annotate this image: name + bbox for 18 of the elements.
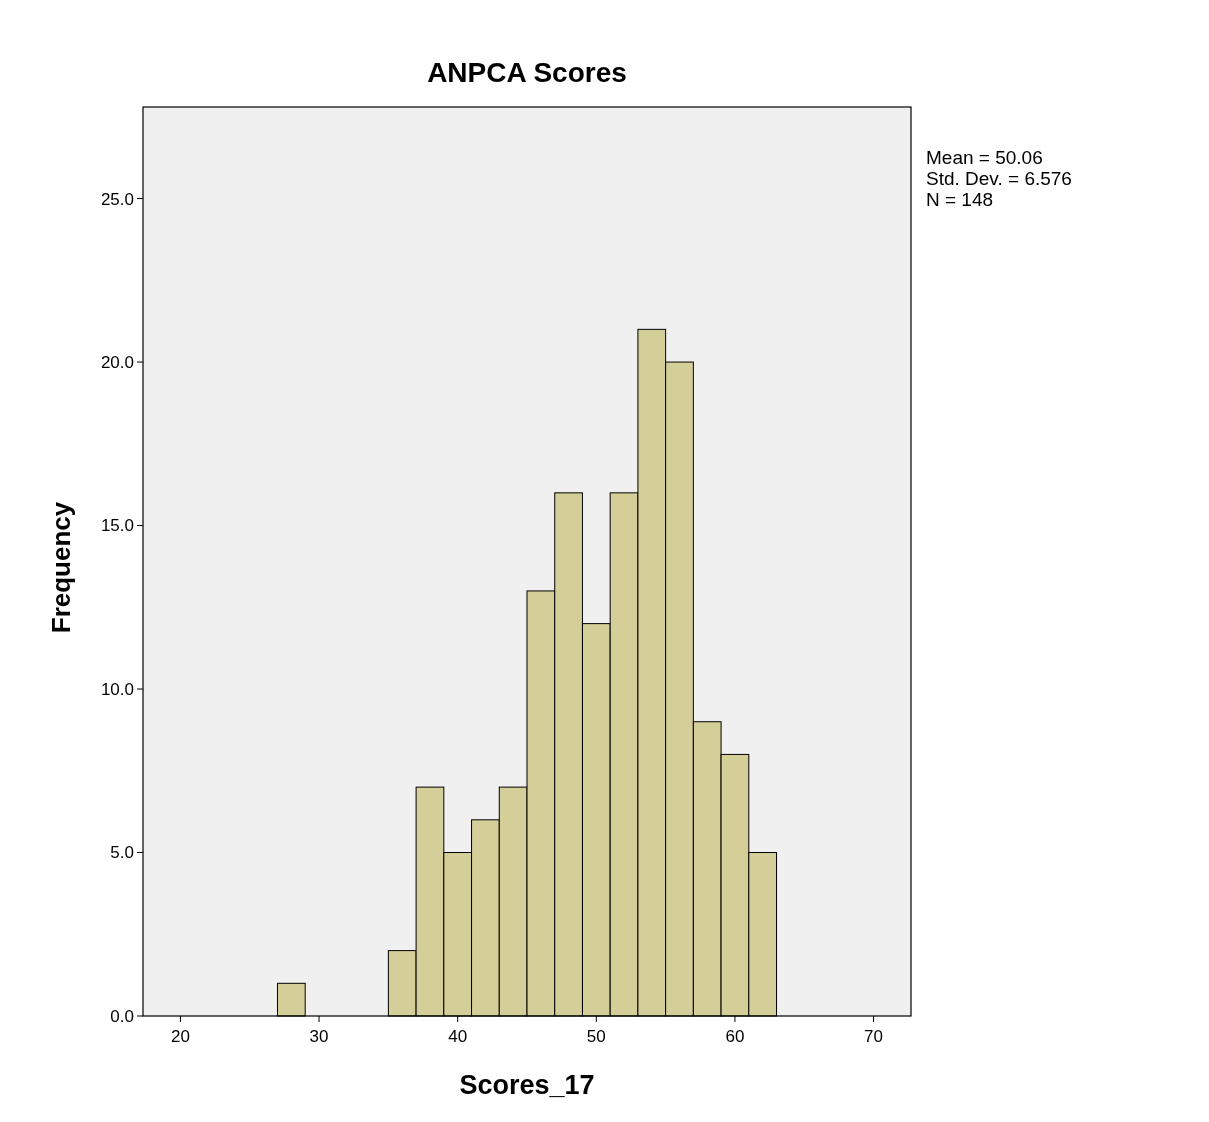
text: Mean = 50.06 bbox=[926, 147, 1043, 168]
text: Std. Dev. = 6.576 bbox=[926, 168, 1072, 189]
y-tick-label: 5.0 bbox=[110, 843, 134, 863]
x-tick-label: 70 bbox=[864, 1027, 884, 1046]
chart-title: ANPCA Scores bbox=[427, 57, 627, 88]
y-tick-label: 20.0 bbox=[100, 352, 134, 372]
y-axis-title: Frequency bbox=[46, 501, 76, 634]
x-tick-label: 30 bbox=[309, 1027, 329, 1046]
x-tick-label: 60 bbox=[725, 1027, 745, 1046]
y-tick-label: 10.0 bbox=[100, 679, 134, 699]
y-tick-label: 25.0 bbox=[100, 189, 134, 209]
x-tick-label: 50 bbox=[586, 1027, 606, 1046]
y-tick-label: 15.0 bbox=[100, 516, 134, 536]
y-tick-label: 0.0 bbox=[110, 1006, 134, 1026]
x-tick-label: 20 bbox=[170, 1027, 190, 1046]
x-tick-label: 40 bbox=[448, 1027, 468, 1046]
text: N = 148 bbox=[926, 189, 994, 210]
x-axis-title: Scores_17 bbox=[459, 1070, 595, 1100]
